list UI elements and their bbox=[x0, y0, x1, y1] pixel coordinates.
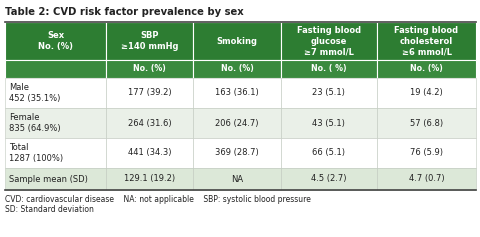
Bar bbox=[280, 138, 377, 168]
Text: 177 (39.2): 177 (39.2) bbox=[128, 88, 172, 97]
Bar bbox=[377, 22, 476, 60]
Bar bbox=[106, 108, 193, 138]
Bar bbox=[5, 168, 106, 190]
Text: No. ( %): No. ( %) bbox=[311, 64, 347, 73]
Bar bbox=[106, 138, 193, 168]
Bar bbox=[5, 22, 106, 60]
Text: Table 2: CVD risk factor prevalence by sex: Table 2: CVD risk factor prevalence by s… bbox=[5, 7, 244, 17]
Text: CVD: cardiovascular disease    NA: not applicable    SBP: systolic blood pressur: CVD: cardiovascular disease NA: not appl… bbox=[5, 195, 311, 204]
Text: 43 (5.1): 43 (5.1) bbox=[312, 118, 345, 128]
Text: 4.7 (0.7): 4.7 (0.7) bbox=[409, 174, 444, 183]
Bar bbox=[5, 108, 106, 138]
Bar bbox=[280, 60, 377, 78]
Text: 441 (34.3): 441 (34.3) bbox=[128, 149, 171, 158]
Text: 163 (36.1): 163 (36.1) bbox=[215, 88, 259, 97]
Text: Total
1287 (100%): Total 1287 (100%) bbox=[9, 143, 63, 163]
Bar bbox=[280, 78, 377, 108]
Text: Male
452 (35.1%): Male 452 (35.1%) bbox=[9, 83, 60, 103]
Text: No. (%): No. (%) bbox=[221, 64, 253, 73]
Text: Female
835 (64.9%): Female 835 (64.9%) bbox=[9, 113, 60, 133]
Bar bbox=[377, 138, 476, 168]
Bar bbox=[106, 168, 193, 190]
Bar bbox=[377, 78, 476, 108]
Text: No. (%): No. (%) bbox=[410, 64, 443, 73]
Text: Fasting blood
cholesterol
≥6 mmol/L: Fasting blood cholesterol ≥6 mmol/L bbox=[395, 26, 458, 56]
Bar bbox=[377, 168, 476, 190]
Bar bbox=[280, 108, 377, 138]
Text: 57 (6.8): 57 (6.8) bbox=[410, 118, 443, 128]
Bar bbox=[5, 78, 106, 108]
Bar bbox=[106, 78, 193, 108]
Text: 4.5 (2.7): 4.5 (2.7) bbox=[311, 174, 347, 183]
Bar bbox=[5, 60, 106, 78]
Bar bbox=[193, 78, 280, 108]
Bar bbox=[193, 108, 280, 138]
Text: 129.1 (19.2): 129.1 (19.2) bbox=[124, 174, 175, 183]
Text: SBP
≥140 mmHg: SBP ≥140 mmHg bbox=[121, 31, 179, 51]
Text: Smoking: Smoking bbox=[216, 36, 257, 46]
Bar bbox=[377, 60, 476, 78]
Text: 76 (5.9): 76 (5.9) bbox=[410, 149, 443, 158]
Bar bbox=[5, 138, 106, 168]
Text: 369 (28.7): 369 (28.7) bbox=[215, 149, 259, 158]
Text: 19 (4.2): 19 (4.2) bbox=[410, 88, 443, 97]
Bar bbox=[106, 60, 193, 78]
Bar bbox=[106, 22, 193, 60]
Bar bbox=[193, 168, 280, 190]
Bar bbox=[280, 168, 377, 190]
Bar bbox=[377, 108, 476, 138]
Text: 23 (5.1): 23 (5.1) bbox=[312, 88, 345, 97]
Text: 264 (31.6): 264 (31.6) bbox=[128, 118, 172, 128]
Bar bbox=[193, 138, 280, 168]
Bar bbox=[193, 60, 280, 78]
Text: Sample mean (SD): Sample mean (SD) bbox=[9, 174, 88, 183]
Bar bbox=[280, 22, 377, 60]
Text: NA: NA bbox=[231, 174, 243, 183]
Text: SD: Standard deviation: SD: Standard deviation bbox=[5, 205, 94, 214]
Text: 206 (24.7): 206 (24.7) bbox=[215, 118, 259, 128]
Text: No. (%): No. (%) bbox=[133, 64, 166, 73]
Bar bbox=[193, 22, 280, 60]
Text: Sex
No. (%): Sex No. (%) bbox=[38, 31, 73, 51]
Text: 66 (5.1): 66 (5.1) bbox=[312, 149, 345, 158]
Text: Fasting blood
glucose
≥7 mmol/L: Fasting blood glucose ≥7 mmol/L bbox=[297, 26, 361, 56]
